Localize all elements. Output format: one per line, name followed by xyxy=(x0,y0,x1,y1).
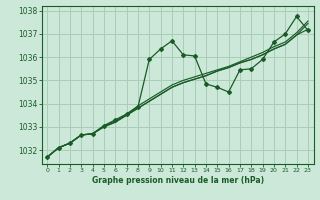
X-axis label: Graphe pression niveau de la mer (hPa): Graphe pression niveau de la mer (hPa) xyxy=(92,176,264,185)
